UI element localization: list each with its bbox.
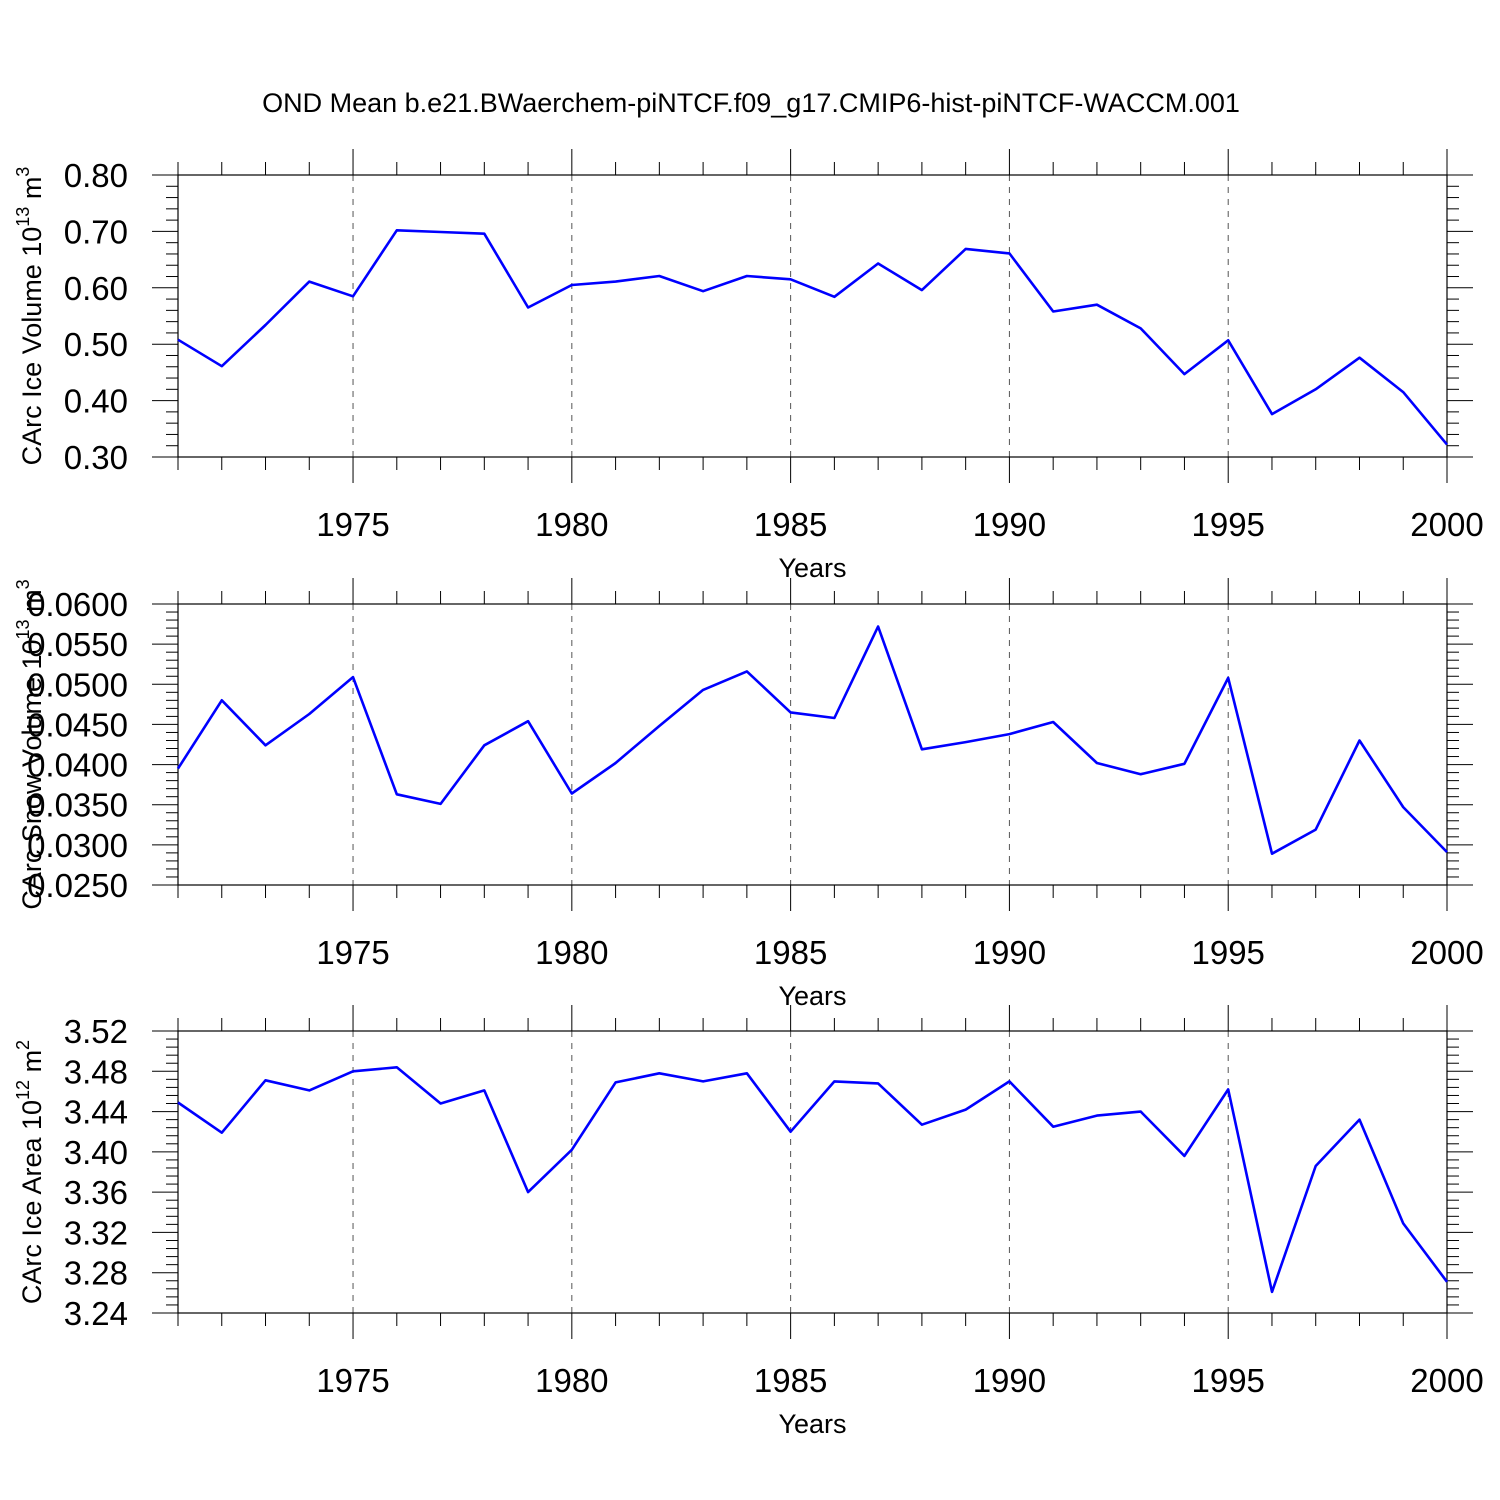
y-tick-label: 0.30 xyxy=(64,439,128,476)
y-tick-label: 0.0250 xyxy=(27,867,128,904)
x-tick-label: 1985 xyxy=(754,506,827,543)
y-tick-label: 0.50 xyxy=(64,326,128,363)
chart-title: OND Mean b.e21.BWaerchem-piNTCF.f09_g17.… xyxy=(262,88,1240,118)
x-tick-label: 1990 xyxy=(973,934,1046,971)
x-tick-label: 1980 xyxy=(535,934,608,971)
panel-3: 3.243.28 3.323.363.403.44 3.483.52 1975 1980… xyxy=(13,1005,1484,1439)
x-tick-label: 1990 xyxy=(973,506,1046,543)
chart-panels: 0.30 0.40 0.50 0.60 0.70 0.80 1975 1980 1985 1990… xyxy=(13,149,1484,1439)
y-axis-title: CArc Ice Volume 1013 m3 xyxy=(13,167,47,466)
x-tick-label: 1985 xyxy=(754,934,827,971)
y-tick-label: 3.40 xyxy=(64,1134,128,1171)
x-tick-label: 1975 xyxy=(316,1362,389,1399)
y-tick-label: 0.40 xyxy=(64,383,128,420)
y-tick-label: 3.48 xyxy=(64,1053,128,1090)
series-line xyxy=(177,1066,1449,1294)
y-tick-label: 0.80 xyxy=(64,157,128,194)
x-tick-label: 1995 xyxy=(1191,934,1264,971)
series-line xyxy=(176,625,1448,856)
x-tick-label: 1980 xyxy=(535,1362,608,1399)
x-tick-label: 2000 xyxy=(1410,506,1483,543)
y-tick-label: 0.0400 xyxy=(27,747,128,784)
x-tick-label: 1975 xyxy=(316,934,389,971)
y-tick-label: 3.44 xyxy=(64,1094,128,1131)
y-tick-label: 3.32 xyxy=(64,1214,128,1251)
x-tick-label: 1985 xyxy=(754,1362,827,1399)
plot-frame xyxy=(177,174,1448,458)
y-tick-label: 0.0550 xyxy=(27,626,128,663)
y-tick-label: 0.0500 xyxy=(27,666,128,703)
panel-1: 0.30 0.40 0.50 0.60 0.70 0.80 1975 1980 1985 1990… xyxy=(13,149,1484,583)
y-tick-label: 3.36 xyxy=(64,1174,128,1211)
y-tick-label: 0.0450 xyxy=(27,706,128,743)
x-axis-title: Years xyxy=(778,981,846,1011)
x-tick-label: 1980 xyxy=(535,506,608,543)
y-tick-label: 3.28 xyxy=(64,1255,128,1292)
series-line xyxy=(177,229,1448,446)
x-tick-label: 1995 xyxy=(1191,1362,1264,1399)
x-tick-label: 2000 xyxy=(1410,1362,1483,1399)
plot-frame xyxy=(177,603,1448,886)
y-tick-label: 0.70 xyxy=(64,213,128,250)
y-tick-label: 3.24 xyxy=(64,1295,128,1332)
x-tick-label: 1995 xyxy=(1191,506,1264,543)
y-tick-label: 0.60 xyxy=(64,270,128,307)
x-tick-label: 1975 xyxy=(316,506,389,543)
x-tick-label: 2000 xyxy=(1410,934,1483,971)
y-tick-label: 0.0350 xyxy=(27,787,128,824)
y-tick-label: 0.0300 xyxy=(27,827,128,864)
y-axis-title: CArc Snow Volume 1013 m3 xyxy=(13,579,47,909)
x-axis-title: Years xyxy=(778,553,846,583)
x-axis-title: Years xyxy=(778,1409,846,1439)
y-axis-title: CArc Ice Area 1012 m2 xyxy=(13,1040,47,1304)
x-tick-label: 1990 xyxy=(973,1362,1046,1399)
plot-frame xyxy=(177,1030,1448,1314)
y-tick-label: 0.0600 xyxy=(27,586,128,623)
y-tick-label: 3.52 xyxy=(64,1013,128,1050)
